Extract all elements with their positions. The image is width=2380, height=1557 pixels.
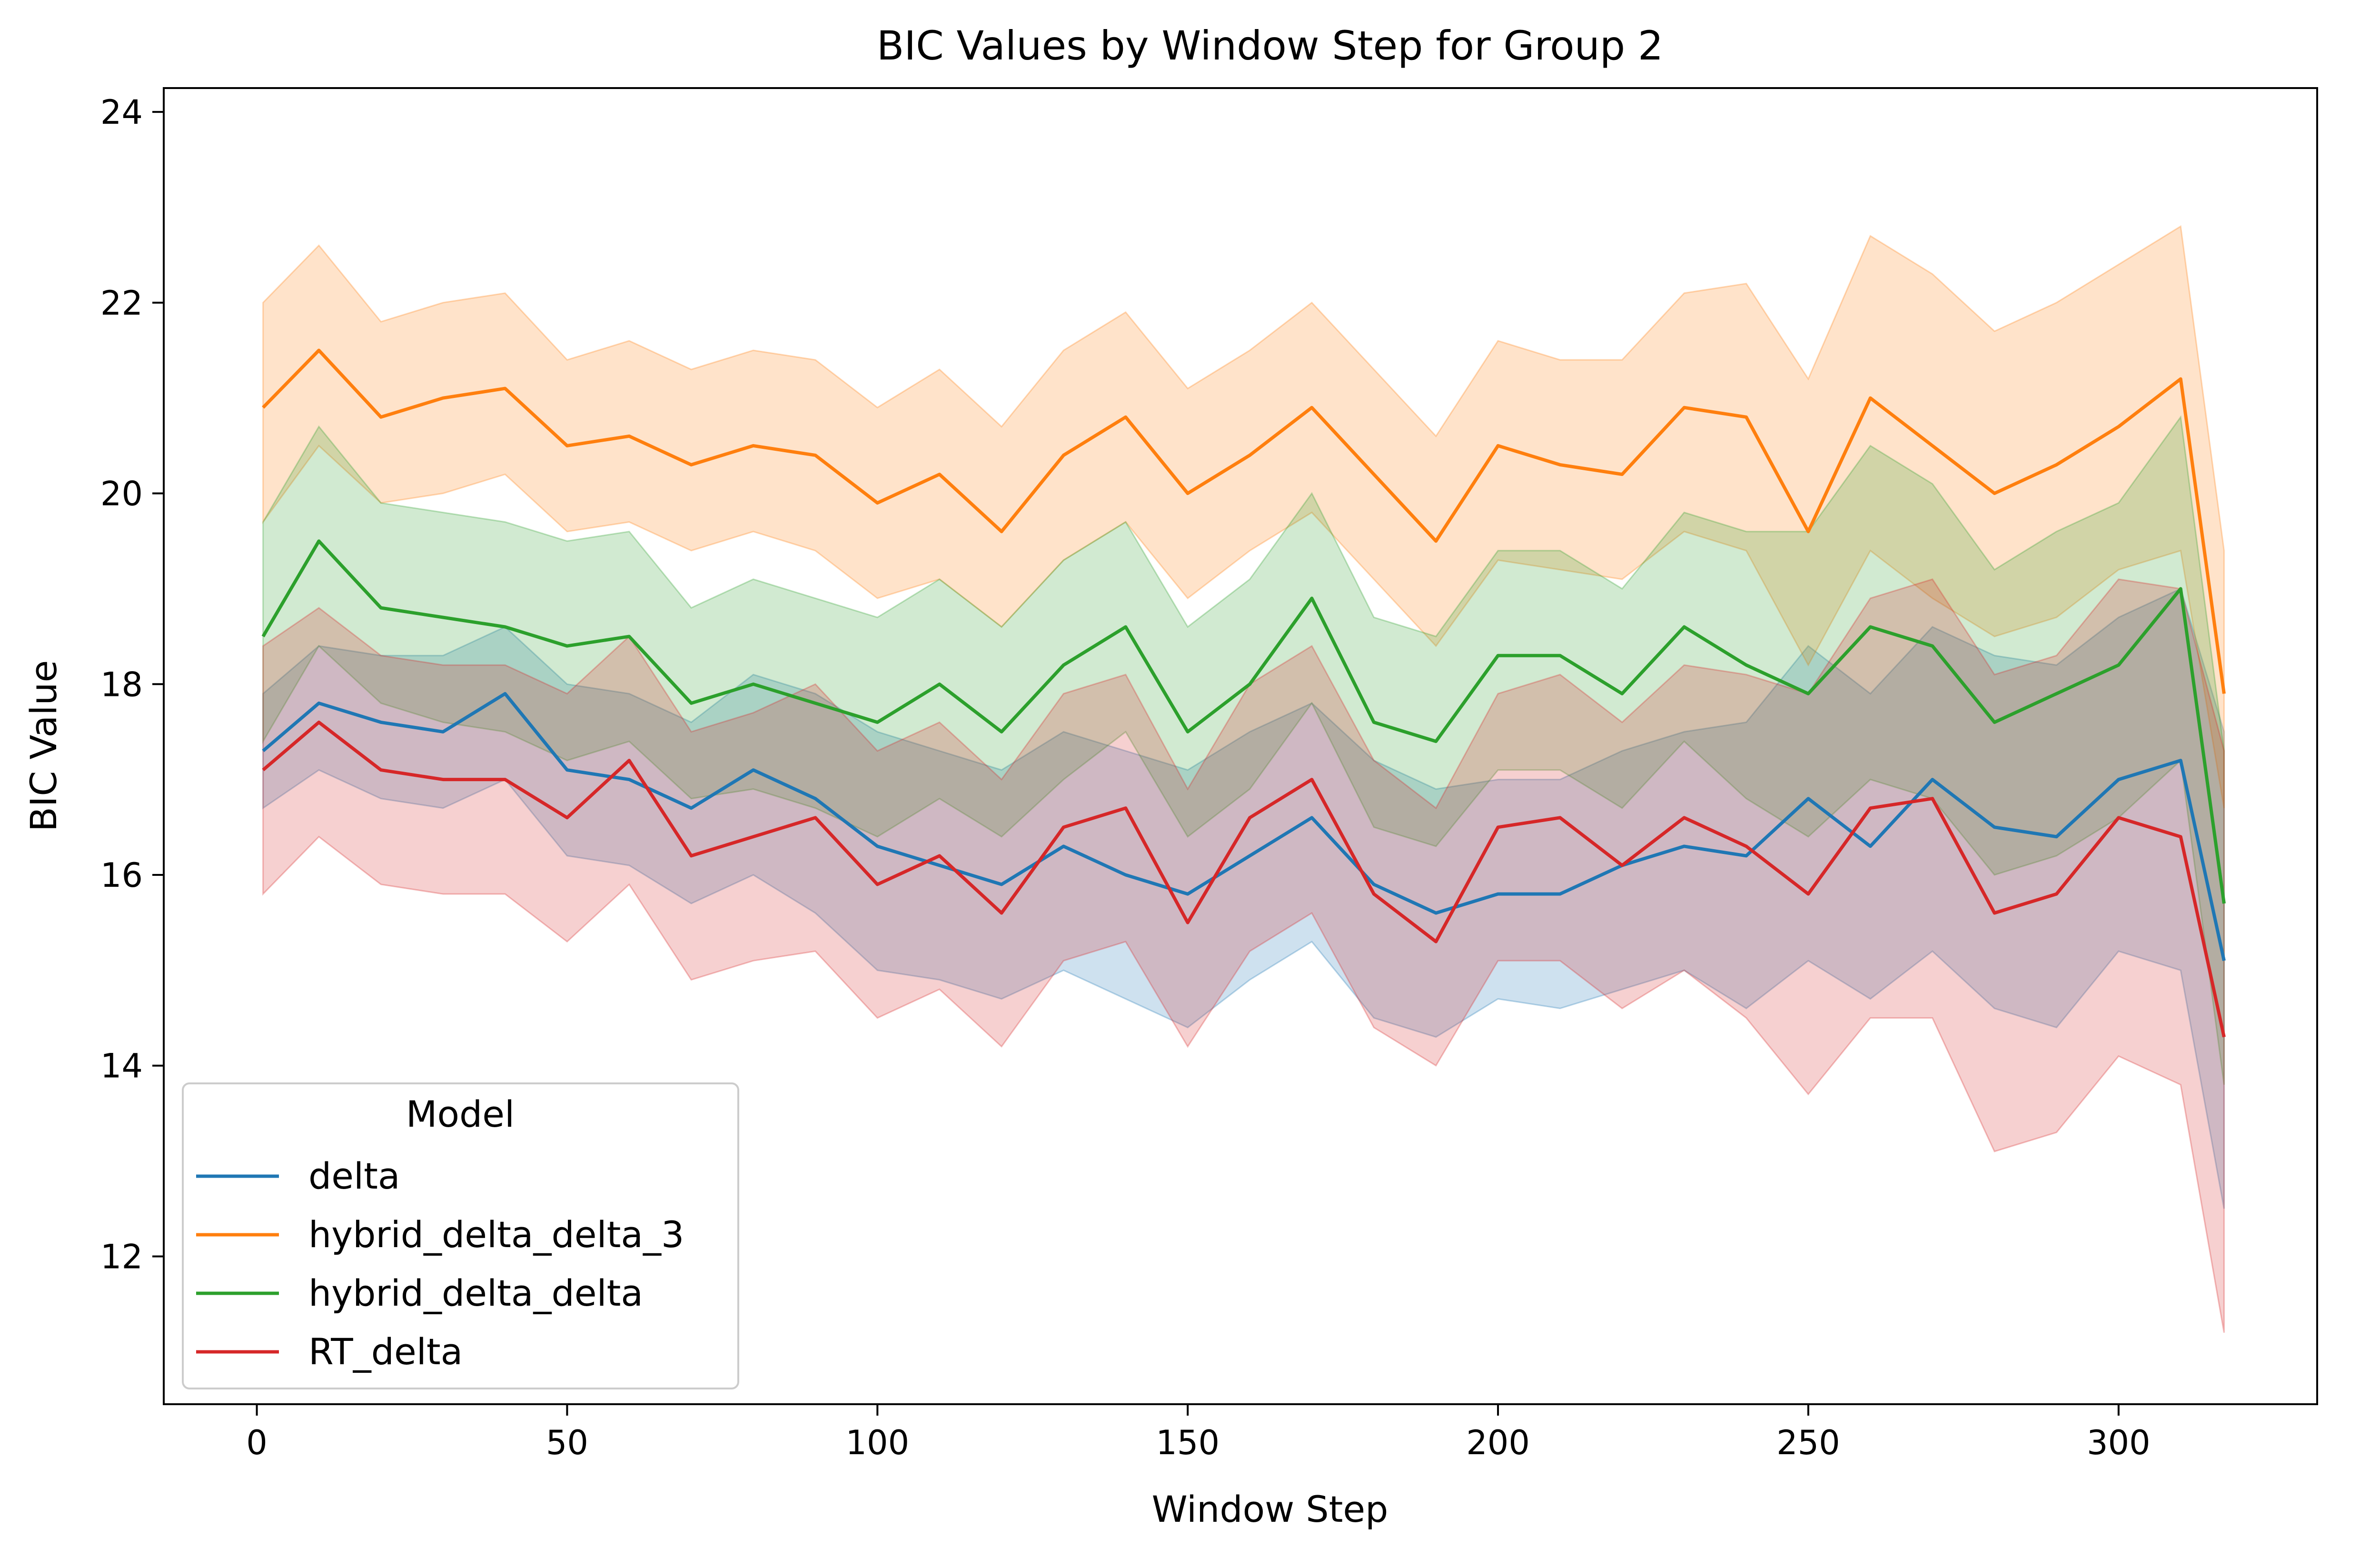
series-lines: [261, 348, 2226, 1038]
y-tick-label: 20: [100, 475, 143, 514]
band-hybrid-delta-delta: [262, 415, 2225, 1085]
x-tick-label: 300: [2087, 1423, 2151, 1462]
legend-label-hybrid-delta-delta: hybrid_delta_delta: [308, 1272, 643, 1314]
y-tick-label: 22: [100, 284, 143, 323]
band-hybrid-delta-delta-3: [262, 225, 2225, 808]
legend-box: [182, 1082, 739, 1389]
legend: Model delta hybrid_delta_delta_3 hybrid_de…: [182, 1082, 739, 1389]
legend-label-rt-delta: RT_delta: [308, 1330, 463, 1373]
series-line-hybrid-delta-delta: [261, 539, 2226, 904]
y-tick-label: 12: [100, 1237, 143, 1276]
x-tick-label: 150: [1156, 1423, 1220, 1462]
confidence-bands: [262, 225, 2225, 1333]
y-tick-label: 16: [100, 856, 143, 895]
x-tick-label: 200: [1466, 1423, 1530, 1462]
x-tick-label: 50: [546, 1423, 588, 1462]
x-axis-ticks: 0 50 100 150 200 250 300: [246, 1404, 2151, 1462]
y-tick-label: 14: [100, 1047, 143, 1086]
x-tick-label: 0: [246, 1423, 268, 1462]
chart-title: BIC Values by Window Step for Group 2: [877, 22, 1664, 69]
band-rt-delta: [262, 578, 2225, 1333]
y-axis-label: BIC Value: [22, 660, 65, 832]
y-tick-label: 24: [100, 93, 143, 132]
series-line-rt-delta: [262, 720, 2226, 1038]
legend-label-delta: delta: [308, 1155, 400, 1197]
band-delta: [262, 587, 2225, 1209]
x-tick-label: 250: [1776, 1423, 1840, 1462]
legend-title: Model: [406, 1093, 515, 1135]
y-tick-label: 18: [100, 665, 143, 704]
legend-label-hybrid-delta-delta-3: hybrid_delta_delta_3: [308, 1213, 684, 1256]
y-axis-ticks: 12 14 16 18 20 22 24: [100, 93, 164, 1276]
series-line-hybrid-delta-delta-3: [262, 348, 2226, 694]
plot-area-frame: [163, 87, 2318, 1405]
x-axis-label: Window Step: [1152, 1488, 1388, 1530]
x-tick-label: 100: [846, 1423, 910, 1462]
